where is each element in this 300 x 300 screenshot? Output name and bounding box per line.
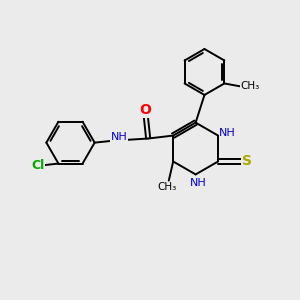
- Text: CH₃: CH₃: [240, 81, 260, 92]
- Text: O: O: [139, 103, 151, 117]
- Text: NH: NH: [219, 128, 236, 138]
- Text: NH: NH: [111, 132, 128, 142]
- Text: Cl: Cl: [31, 158, 44, 172]
- Text: NH: NH: [190, 178, 207, 188]
- Text: CH₃: CH₃: [158, 182, 177, 192]
- Text: S: S: [242, 154, 252, 169]
